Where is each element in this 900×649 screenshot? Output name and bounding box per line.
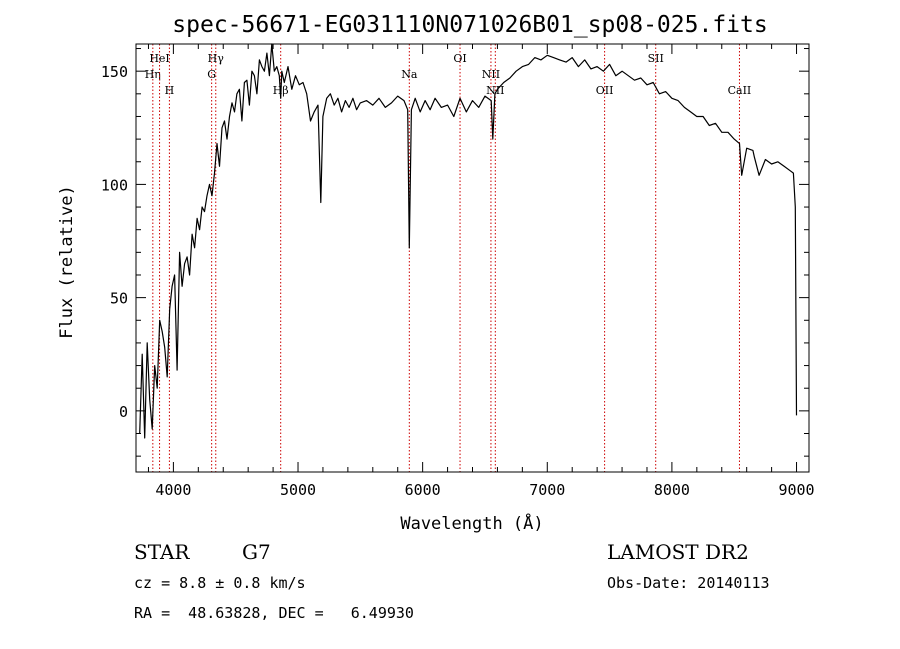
line-label-7: OI <box>453 52 466 65</box>
class-label: STAR <box>134 540 190 564</box>
y-tick-label-3: 150 <box>101 63 128 81</box>
survey-label: LAMOST DR2 <box>607 540 749 564</box>
line-label-8: NII <box>482 68 500 81</box>
coords-text: RA = 48.63828, DEC = 6.49930 <box>134 604 414 622</box>
axis-tick-layer: 4000 5000 6000 7000 8000 9000 0 50 100 150 <box>101 44 815 499</box>
line-label-1: HeI <box>149 52 169 65</box>
line-label-11: SII <box>648 52 664 65</box>
redshift-text: cz = 8.8 ± 0.8 km/s <box>134 574 306 592</box>
plot-frame <box>135 43 810 473</box>
line-label-0: Hη <box>145 68 161 81</box>
x-tick-label-5: 9000 <box>778 481 814 499</box>
x-tick-label-4: 8000 <box>654 481 690 499</box>
line-label-3: Hγ <box>208 52 225 65</box>
y-axis-label: Flux (relative) <box>57 185 77 339</box>
subclass-label: G7 <box>242 540 271 564</box>
x-tick-label-3: 7000 <box>529 481 565 499</box>
y-tick-label-1: 50 <box>110 290 128 308</box>
line-label-4: G <box>207 68 216 81</box>
y-tick-label-2: 100 <box>101 176 128 194</box>
x-tick-label-2: 6000 <box>405 481 441 499</box>
y-tick-label-0: 0 <box>119 403 128 421</box>
spectrum-line <box>139 43 798 439</box>
x-tick-label-0: 4000 <box>155 481 191 499</box>
obs-date-text: Obs-Date: 20140113 <box>607 574 770 592</box>
line-label-6: Na <box>401 68 418 81</box>
line-label-12: CaII <box>728 84 752 97</box>
line-label-2: H <box>165 84 175 97</box>
chart-title: spec-56671-EG031110N071026B01_sp08-025.f… <box>172 12 767 38</box>
x-axis-label: Wavelength (Å) <box>400 512 543 534</box>
line-label-10: OII <box>596 84 614 97</box>
x-tick-label-1: 5000 <box>280 481 316 499</box>
